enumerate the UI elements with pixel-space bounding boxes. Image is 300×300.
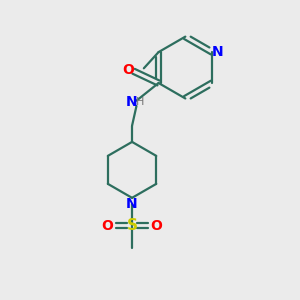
Text: S: S xyxy=(127,218,138,233)
Text: N: N xyxy=(212,45,223,59)
Text: N: N xyxy=(125,95,137,109)
Text: O: O xyxy=(102,219,114,233)
Text: O: O xyxy=(151,219,162,233)
Text: H: H xyxy=(136,97,144,107)
Text: N: N xyxy=(126,197,138,211)
Text: O: O xyxy=(122,63,134,77)
